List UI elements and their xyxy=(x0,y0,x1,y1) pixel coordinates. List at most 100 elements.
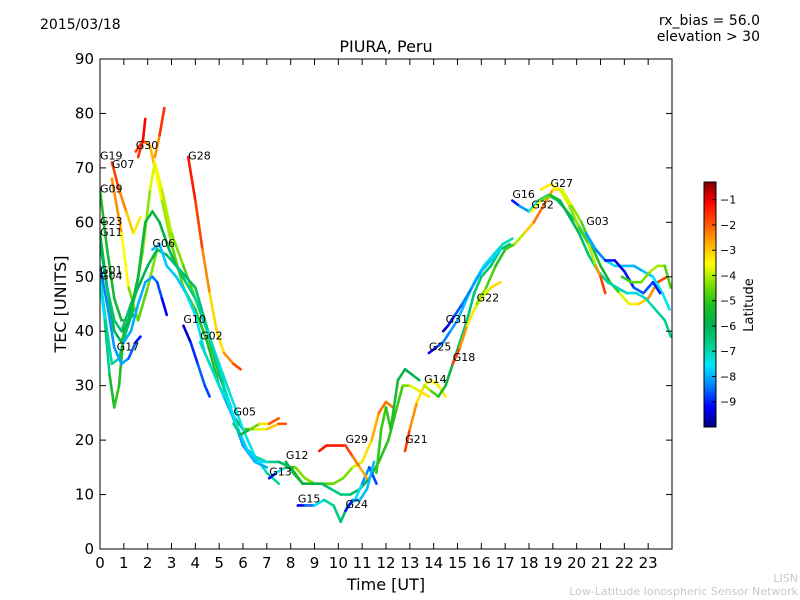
series-segment xyxy=(344,444,354,458)
series-label: G23 xyxy=(100,215,123,228)
y-tick-label: 80 xyxy=(75,104,94,122)
series-segment xyxy=(549,182,562,191)
series-segment xyxy=(518,204,531,213)
series-segment xyxy=(594,248,607,262)
series-segment xyxy=(160,297,169,317)
series-segment xyxy=(360,438,374,464)
series-segment xyxy=(558,188,571,208)
series-segment xyxy=(394,384,404,415)
series-label: G05 xyxy=(233,406,256,419)
series-segment xyxy=(113,297,123,322)
series-segment xyxy=(146,248,159,268)
series-segment xyxy=(606,280,619,289)
series-segment xyxy=(570,204,583,224)
series-segment xyxy=(117,188,128,213)
series-g03b xyxy=(620,264,672,289)
series-label: G03 xyxy=(586,215,609,228)
series-g28b xyxy=(153,106,166,159)
series-segment xyxy=(539,182,552,191)
series-segment xyxy=(434,340,445,349)
x-tick-label: 9 xyxy=(310,554,320,572)
series-segment xyxy=(654,308,667,322)
series-label: G24 xyxy=(345,498,368,511)
x-tick-label: 22 xyxy=(615,554,634,572)
rx-bias-label: rx_bias = 56.0 xyxy=(658,13,760,29)
series-segment xyxy=(194,199,204,251)
series-segment xyxy=(449,319,459,333)
series-segment xyxy=(120,302,133,333)
series-label: G12 xyxy=(286,449,309,462)
x-tick-label: 13 xyxy=(400,554,419,572)
series-segment xyxy=(415,384,426,404)
series-segment xyxy=(408,400,419,431)
x-tick-label: 6 xyxy=(238,554,248,572)
series-segment xyxy=(160,188,173,235)
series-segment xyxy=(558,199,571,219)
x-tick-label: 17 xyxy=(496,554,515,572)
series-g30b xyxy=(136,117,147,159)
series-g25 xyxy=(427,237,514,355)
series-segment xyxy=(599,275,607,295)
series-segment xyxy=(248,422,261,431)
series-label: G22 xyxy=(477,291,500,304)
y-tick-label: 0 xyxy=(84,540,94,558)
series-g04b xyxy=(100,264,142,366)
series-segment xyxy=(136,264,149,289)
series-segment xyxy=(129,286,140,306)
series-segment xyxy=(370,411,381,442)
series-segment xyxy=(384,400,395,409)
series-segment xyxy=(451,346,462,366)
series-segment xyxy=(184,275,197,289)
series-segment xyxy=(208,362,221,387)
x-tick-label: 4 xyxy=(191,554,201,572)
series-g19 xyxy=(110,161,142,235)
series-segment xyxy=(441,329,452,344)
x-tick-label: 1 xyxy=(119,554,129,572)
x-tick-label: 12 xyxy=(376,554,395,572)
series-segment xyxy=(124,210,135,235)
x-tick-label: 15 xyxy=(448,554,467,572)
series-segment xyxy=(522,221,536,235)
series-segment xyxy=(429,378,440,387)
series-segment xyxy=(100,242,109,289)
series-segment xyxy=(165,253,178,268)
series-segment xyxy=(155,280,164,300)
series-segment xyxy=(429,389,440,398)
series-g21b xyxy=(375,368,421,475)
series-label: G06 xyxy=(152,237,175,250)
series-segment xyxy=(663,319,672,338)
series-segment xyxy=(113,384,121,409)
series-segment xyxy=(632,264,645,273)
series-segment xyxy=(501,237,514,246)
series-segment xyxy=(577,226,590,246)
series-segment xyxy=(158,242,169,268)
series-segment xyxy=(239,427,252,436)
series-segment xyxy=(532,204,545,224)
series-g02 xyxy=(198,340,269,464)
series-segment xyxy=(100,264,109,306)
series-g28 xyxy=(186,155,242,371)
series-segment xyxy=(205,329,221,366)
series-segment xyxy=(320,482,333,491)
series-label: G09 xyxy=(100,182,123,195)
series-label: G30 xyxy=(136,139,159,152)
series-segment xyxy=(267,417,281,426)
series-segment xyxy=(103,319,111,377)
series-segment xyxy=(358,487,369,502)
x-tick-label: 7 xyxy=(262,554,272,572)
series-segment xyxy=(170,231,185,268)
elevation-label: elevation > 30 xyxy=(656,29,760,45)
series-segment xyxy=(353,482,364,502)
series-segment xyxy=(644,297,657,311)
series-segment xyxy=(146,248,159,289)
series-g10 xyxy=(182,324,211,398)
colorbar-tick-label: −7 xyxy=(720,345,736,358)
series-label: G13 xyxy=(269,466,292,479)
series-segment xyxy=(122,329,133,344)
series-label: G18 xyxy=(453,351,476,364)
series-segment xyxy=(651,275,664,295)
series-segment xyxy=(384,406,393,431)
series-segment xyxy=(332,504,343,524)
y-tick-label: 40 xyxy=(75,322,94,340)
series-g31 xyxy=(441,248,502,333)
